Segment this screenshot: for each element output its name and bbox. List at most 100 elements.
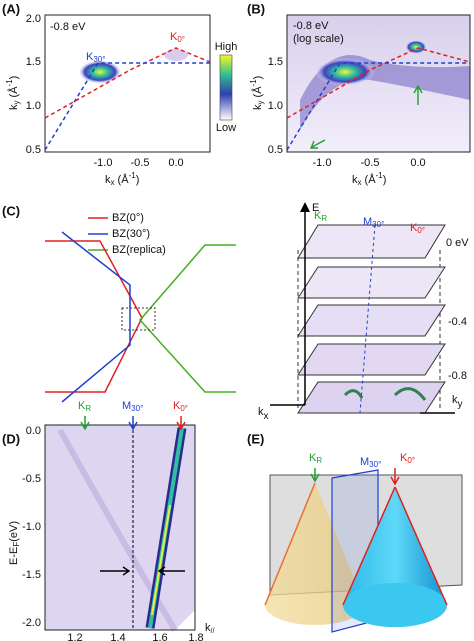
legend-entry: BZ(30°)	[112, 228, 150, 240]
t: BZ	[112, 244, 126, 256]
colorbar-low: Low	[216, 122, 236, 134]
panel-label: (E)	[247, 431, 264, 446]
cut	[359, 224, 376, 414]
energy: -0.8 eV	[50, 21, 86, 33]
cone-edge	[342, 486, 396, 606]
t: )	[136, 174, 140, 186]
y-tick-label: 0.5	[26, 144, 41, 156]
t: BZ	[112, 212, 126, 224]
slice	[297, 343, 446, 376]
y-axis-label: E-EF(eV)	[8, 521, 21, 565]
intensity	[315, 58, 375, 86]
x-axis-label: kx (Å-1)	[105, 171, 139, 187]
t: R	[321, 214, 327, 223]
note: (log scale)	[293, 33, 344, 45]
t: (Å	[251, 86, 264, 101]
t: )	[8, 76, 20, 80]
cone-edge	[394, 486, 448, 606]
bz-0	[286, 47, 471, 119]
y-tick-label: -1.5	[22, 569, 41, 581]
y-tick-label: -0.5	[22, 473, 41, 485]
plot-frame	[44, 14, 211, 153]
x-tick-label: 1.8	[188, 632, 203, 641]
k-label: KR	[314, 210, 327, 223]
zoom-box	[121, 307, 156, 331]
slice	[297, 266, 446, 299]
arrow	[80, 416, 90, 431]
x-tick-label: 0.0	[168, 157, 183, 169]
k-label: K0°	[173, 400, 188, 413]
t: 0°	[407, 456, 415, 465]
k-label: K30°	[86, 51, 105, 64]
arrow	[176, 416, 186, 431]
panel-label: (D)	[2, 431, 20, 446]
panel-label: (A)	[2, 1, 20, 16]
energy-label: -0.4	[448, 316, 467, 328]
t: k	[205, 622, 211, 634]
t: 0°	[180, 404, 188, 413]
legend-entry: BZ(replica)	[112, 244, 166, 256]
t: R	[316, 456, 322, 465]
t: (replica)	[126, 244, 166, 256]
plot-frame	[286, 14, 471, 153]
panel-a: (A) -0.8 eV K30° K0° -1.0 -0.5 0.0 2.0 1…	[2, 1, 237, 187]
panel-label: (C)	[2, 203, 20, 218]
arrow	[310, 468, 320, 483]
x-tick-label: 1.6	[152, 632, 167, 641]
kx-label: kx	[258, 406, 269, 422]
t: y	[12, 101, 21, 105]
ky-label: ky	[452, 394, 463, 410]
t: x	[111, 178, 115, 187]
feature	[343, 387, 427, 401]
y-tick-label: -1.0	[22, 521, 41, 533]
x-axis-label: k//	[205, 622, 214, 635]
x-tick-label: 1.2	[67, 632, 82, 641]
t: y	[458, 399, 463, 410]
arrow	[413, 84, 423, 105]
k-label: KR	[309, 452, 322, 465]
x-axis-label: kx (Å-1)	[352, 171, 386, 187]
t: k	[452, 394, 458, 406]
cone-edge	[264, 482, 316, 606]
t: M	[363, 216, 372, 228]
k-label: M30°	[363, 216, 384, 229]
t: E-E	[8, 547, 20, 565]
arrowhead	[300, 202, 310, 212]
k: K	[170, 31, 178, 43]
t: k	[252, 104, 264, 110]
panel-b: (B) -0.8 eV (log scale) -1.0 -0.5 0.0 1.…	[247, 1, 471, 187]
t: M	[122, 400, 131, 412]
y-tick-label: 0.0	[26, 425, 41, 437]
y-tick-label: 1.5	[26, 56, 41, 68]
x-tick-label: -0.5	[131, 157, 150, 169]
k: K	[86, 51, 94, 63]
t: (Å	[362, 173, 377, 186]
t: K	[173, 400, 181, 412]
bz-30	[61, 231, 131, 403]
t: BZ	[112, 228, 126, 240]
bz-30	[286, 62, 470, 151]
width-arrows	[100, 566, 185, 576]
t: -1	[5, 79, 14, 87]
y-axis-label: ky (Å-1)	[249, 76, 265, 110]
x-tick-label: 1.4	[110, 632, 125, 641]
band	[151, 504, 171, 616]
cone-base	[343, 583, 447, 627]
t: K	[309, 452, 317, 464]
bz-replica	[138, 244, 236, 393]
t: K	[410, 222, 418, 234]
t: 0°	[417, 226, 425, 235]
intensity	[405, 40, 427, 54]
panel-d: (D) KR M30° K0° 0.0 -0.5 -1.0 -1.5 -2.0 …	[2, 400, 214, 641]
t: 30°	[369, 460, 381, 469]
y-tick-label: -2.0	[22, 617, 41, 629]
t: -1	[129, 171, 137, 180]
x-tick-label: 0.0	[410, 157, 425, 169]
e-label: E	[312, 202, 319, 214]
y-axis-label: ky (Å-1)	[5, 76, 21, 110]
t: k	[258, 406, 264, 418]
y-tick-label: 1.0	[268, 100, 283, 112]
cone-replica	[265, 483, 365, 625]
t: M	[360, 456, 369, 468]
